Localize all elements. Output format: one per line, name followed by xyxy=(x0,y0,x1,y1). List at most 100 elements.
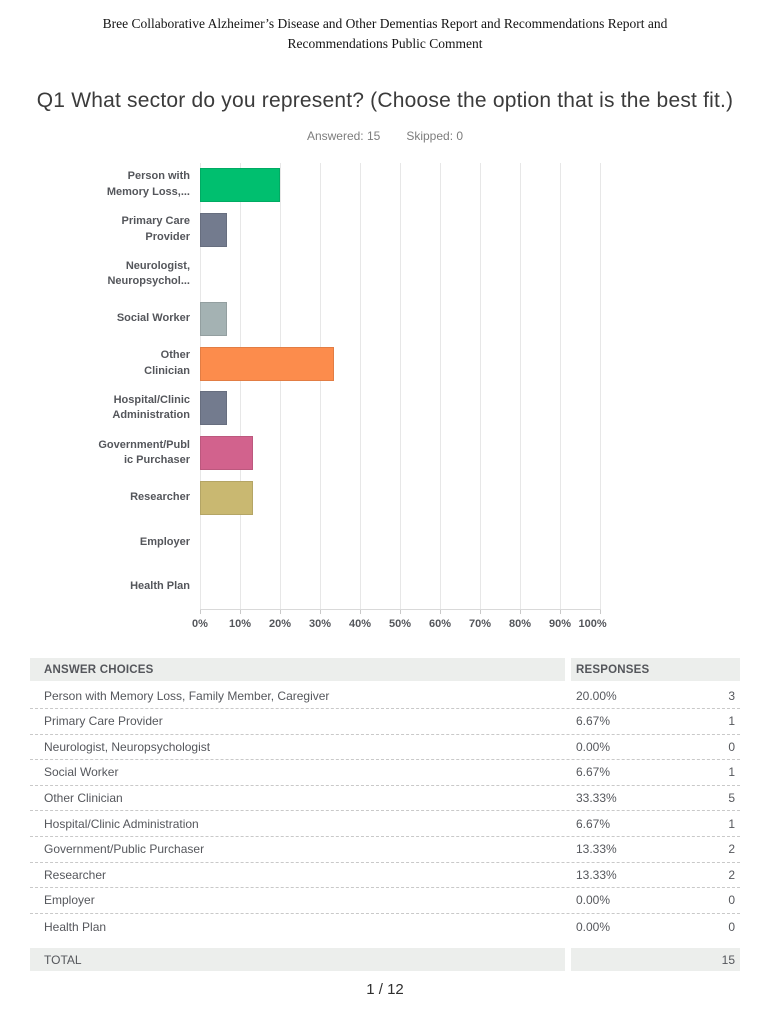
chart-plot-cell xyxy=(200,520,601,565)
table-row: Researcher 13.33% 2 xyxy=(30,863,740,889)
response-count: 1 xyxy=(728,714,735,729)
response-count: 0 xyxy=(728,739,735,754)
table-row: Hospital/Clinic Administration 6.67% 1 xyxy=(30,811,740,837)
chart-bar xyxy=(200,391,227,426)
answer-choice-cell: Neurologist, Neuropsychologist xyxy=(44,739,211,754)
table-header: ANSWER CHOICES RESPONSES xyxy=(30,658,740,682)
total-label: TOTAL xyxy=(30,948,565,972)
table-row: Primary Care Provider 6.67% 1 xyxy=(30,709,740,735)
chart-plot-cell xyxy=(200,207,601,252)
response-count: 2 xyxy=(728,867,735,882)
chart-row: Primary Care Provider xyxy=(32,207,601,252)
answer-choice-cell: Primary Care Provider xyxy=(44,714,163,729)
chart-bar xyxy=(200,346,334,381)
x-tick-label: 60% xyxy=(428,618,452,631)
table-total-row: TOTAL 15 xyxy=(30,948,740,972)
answer-choices-header: ANSWER CHOICES xyxy=(30,658,565,682)
chart-bar xyxy=(200,480,254,515)
chart-category-label: Primary Care Provider xyxy=(32,214,200,245)
response-cell: 13.33% 2 xyxy=(571,868,740,882)
answered-count: Answered: 15 xyxy=(306,128,381,143)
page-number: 1 / 12 xyxy=(366,981,404,998)
x-tick-label: 10% xyxy=(228,618,252,631)
chart-plot-cell xyxy=(200,296,601,342)
response-count: 2 xyxy=(728,842,735,857)
response-count: 1 xyxy=(728,765,735,780)
total-count: 15 xyxy=(571,948,740,972)
response-percent: 0.00% xyxy=(576,919,611,934)
response-cell: 0.00% 0 xyxy=(571,740,740,754)
chart-category-label: Other Clinician xyxy=(32,348,200,379)
results-table: ANSWER CHOICES RESPONSES Person with Mem… xyxy=(30,658,740,972)
chart-plot-cell xyxy=(200,341,601,386)
chart-plot-cell xyxy=(200,430,601,476)
table-row: Social Worker 6.67% 1 xyxy=(30,760,740,786)
table-row: Neurologist, Neuropsychologist 0.00% 0 xyxy=(30,735,740,761)
chart-plot-cell xyxy=(200,385,601,431)
skipped-count: Skipped: 0 xyxy=(406,128,464,143)
response-cell: 0.00% 0 xyxy=(571,920,740,934)
response-percent: 13.33% xyxy=(576,842,617,857)
x-axis-line xyxy=(200,609,601,611)
chart-category-line: Other xyxy=(160,349,190,362)
chart-category-line: Clinician xyxy=(144,364,190,377)
chart-row: Person with Memory Loss,... xyxy=(32,162,601,208)
table-row: Other Clinician 33.33% 5 xyxy=(30,786,740,812)
chart-bar xyxy=(200,435,254,470)
table-row: Employer 0.00% 0 xyxy=(30,888,740,914)
table-row: Health Plan 0.00% 0 xyxy=(30,914,740,940)
chart-plot-cell xyxy=(200,162,601,208)
chart-category-line: Researcher xyxy=(130,490,190,503)
chart-category-line: Provider xyxy=(145,230,190,243)
response-cell: 33.33% 5 xyxy=(571,791,740,805)
table-row: Person with Memory Loss, Family Member, … xyxy=(30,683,740,709)
chart-category-line: Government/Publ xyxy=(98,438,190,451)
chart-category-label: Hospital/Clinic Administration xyxy=(32,393,200,424)
response-count: 3 xyxy=(728,688,735,703)
response-percent: 6.67% xyxy=(576,816,611,831)
chart-row: Government/Publ ic Purchaser xyxy=(32,430,601,476)
response-count: 0 xyxy=(728,893,735,908)
response-cell: 13.33% 2 xyxy=(571,842,740,856)
x-tick-label: 90% xyxy=(548,618,572,631)
chart-category-label: Social Worker xyxy=(32,311,200,326)
chart-bar xyxy=(200,301,227,336)
chart-category-line: Neurologist, xyxy=(125,259,190,272)
chart-row: Employer xyxy=(32,520,601,565)
x-tick-label: 30% xyxy=(308,618,332,631)
chart-category-label: Health Plan xyxy=(32,579,200,594)
chart-category-line: ic Purchaser xyxy=(123,453,190,466)
chart-category-line: Social Worker xyxy=(116,312,190,325)
answer-choice-cell: Social Worker xyxy=(44,765,119,780)
x-tick-label: 50% xyxy=(388,618,412,631)
chart-bar xyxy=(200,212,227,247)
chart-row: Neurologist, Neuropsychol... xyxy=(32,251,601,297)
response-cell: 6.67% 1 xyxy=(571,765,740,779)
bar-chart: Person with Memory Loss,... Primary Care… xyxy=(32,162,607,635)
chart-plot-cell xyxy=(200,251,601,297)
chart-category-line: Health Plan xyxy=(130,580,190,593)
chart-category-line: Primary Care xyxy=(121,215,191,228)
chart-category-line: Neuropsychol... xyxy=(107,275,190,288)
chart-row: Researcher xyxy=(32,475,601,520)
response-count: 1 xyxy=(728,816,735,831)
chart-category-line: Person with xyxy=(127,170,190,183)
response-cell: 6.67% 1 xyxy=(571,817,740,831)
chart-category-line: Memory Loss,... xyxy=(106,185,190,198)
question-title: Q1 What sector do you represent? (Choose… xyxy=(36,88,734,112)
response-count: 0 xyxy=(728,919,735,934)
response-percent: 0.00% xyxy=(576,739,611,754)
chart-row: Health Plan xyxy=(32,564,601,610)
x-tick-label: 20% xyxy=(268,618,292,631)
answer-choice-cell: Other Clinician xyxy=(44,791,123,806)
x-tick-label: 100% xyxy=(578,618,607,631)
chart-category-label: Person with Memory Loss,... xyxy=(32,169,200,200)
chart-category-line: Administration xyxy=(112,409,190,422)
chart-category-label: Government/Publ ic Purchaser xyxy=(32,438,200,469)
chart-category-label: Neurologist, Neuropsychol... xyxy=(32,259,200,290)
response-cell: 20.00% 3 xyxy=(571,689,740,703)
response-cell: 0.00% 0 xyxy=(571,893,740,907)
x-axis-labels: 0% 10% 20% 30% 40% 50% 60% 70% 80% 90% 1… xyxy=(192,618,607,634)
answer-choice-cell: Hospital/Clinic Administration xyxy=(44,816,199,831)
